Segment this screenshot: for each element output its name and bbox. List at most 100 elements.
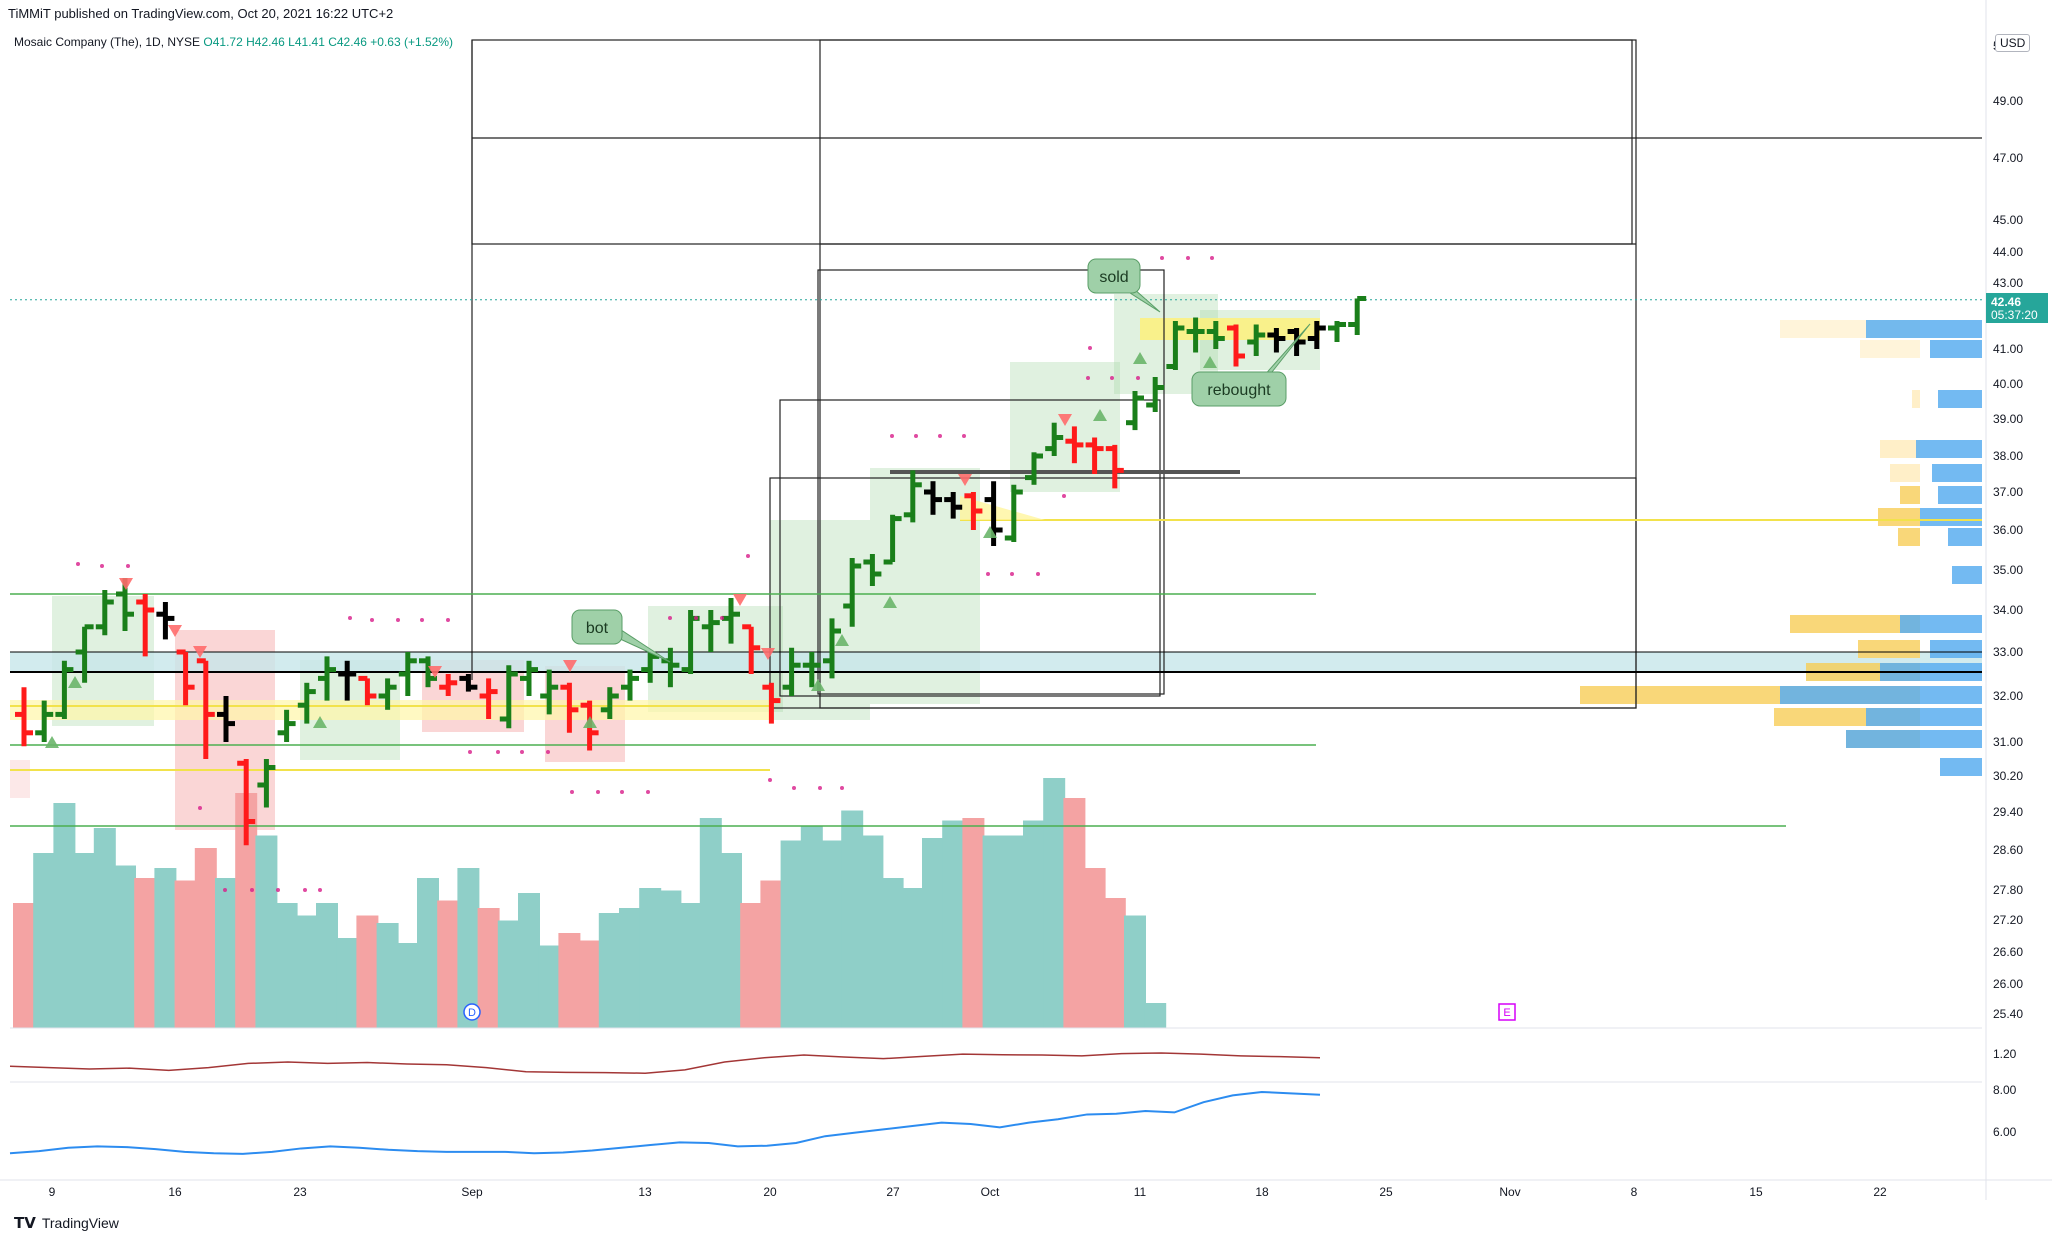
signal-dot: [250, 888, 254, 892]
signal-dot: [318, 888, 322, 892]
profile-bar-buy: [1780, 686, 1982, 704]
buy-triangle: [1203, 356, 1217, 368]
signal-dot: [520, 750, 524, 754]
volume-bar: [73, 853, 96, 1028]
sell-triangle: [168, 625, 182, 637]
volume-bar: [578, 940, 601, 1028]
signal-dot: [668, 616, 672, 620]
profile-bar-buy: [1952, 566, 1982, 584]
earnings-marker-icon: [1498, 1003, 1516, 1021]
buy-triangle: [811, 679, 825, 691]
signal-dot: [303, 888, 307, 892]
price-tick-label: 45.00: [1993, 213, 2023, 227]
signal-dot: [818, 786, 822, 790]
profile-bar-buy: [1930, 640, 1982, 658]
buy-triangle: [883, 596, 897, 608]
currency-button[interactable]: USD: [1995, 34, 2031, 52]
volume-bar: [901, 888, 924, 1028]
time-tick-label: 22: [1873, 1185, 1887, 1199]
signal-dot: [620, 790, 624, 794]
time-tick-label: Oct: [981, 1185, 1000, 1199]
callout-label: bot: [586, 620, 609, 637]
signal-dot: [596, 790, 600, 794]
signal-dot: [100, 564, 104, 568]
volume-bar: [417, 878, 439, 1028]
volume-bar: [114, 865, 136, 1028]
volume-bar: [821, 840, 843, 1028]
time-tick-label: 15: [1749, 1185, 1763, 1199]
drawn-rectangle: [779, 399, 1161, 697]
volume-bar: [295, 915, 318, 1028]
indicator2-tick-label: 8.00: [1993, 1083, 2017, 1097]
price-tick-label: 36.00: [1993, 523, 2023, 537]
price-tick-label: 35.00: [1993, 563, 2023, 577]
profile-bar-buy: [1916, 440, 1982, 458]
signal-dot: [1136, 376, 1140, 380]
volume-bar: [376, 923, 399, 1028]
symbol-legend: Mosaic Company (The), 1D, NYSE O41.72 H4…: [14, 35, 453, 49]
volume-bar: [174, 880, 197, 1028]
signal-dot: [1160, 256, 1164, 260]
time-tick-label: 8: [1631, 1185, 1638, 1199]
price-tick-label: 34.00: [1993, 603, 2023, 617]
volume-bar: [93, 828, 116, 1028]
time-tick-label: 18: [1255, 1185, 1269, 1199]
signal-dot: [370, 618, 374, 622]
signal-dot: [570, 790, 574, 794]
volume-bar: [356, 915, 379, 1028]
time-axis: 9 16 23 Sep 13 20 27 Oct 11 18 25 Nov 8 15 22: [0, 1179, 2052, 1199]
footer-brand: TradingView: [41, 1215, 119, 1231]
profile-bar-sell: [1878, 508, 1920, 526]
price-tick-label: 26.00: [1993, 977, 2023, 991]
price-tick-label: 44.00: [1993, 245, 2023, 259]
price-tick-label: 25.40: [1993, 1007, 2023, 1021]
volume-bar: [215, 878, 237, 1028]
time-tick-label: Nov: [1499, 1185, 1520, 1199]
signal-dot: [1062, 494, 1066, 498]
volume-bar: [1023, 820, 1045, 1028]
zone-rect: [10, 760, 30, 798]
signal-dot: [986, 572, 990, 576]
callouts: sold bot rebought D E: [463, 258, 1516, 1021]
profile-bar-buy: [1940, 758, 1982, 776]
signal-dot: [914, 434, 918, 438]
volume-bar: [33, 853, 56, 1028]
signal-dot: [768, 778, 772, 782]
volume-bar: [437, 900, 460, 1028]
drawn-rectangle: [817, 269, 1165, 695]
buy-triangle: [68, 676, 82, 688]
buy-triangle: [1093, 409, 1107, 421]
volume-bar: [316, 903, 338, 1028]
price-tick-label: 28.60: [1993, 843, 2023, 857]
buy-triangle: [983, 526, 997, 538]
profile-bar-sell: [1790, 615, 1920, 633]
profile-bar-buy: [1900, 615, 1982, 633]
signal-dot: [720, 616, 724, 620]
profile-bar-sell: [1880, 440, 1920, 458]
signal-dot: [890, 434, 894, 438]
time-tick-label: 9: [49, 1185, 56, 1199]
drawn-rectangle: [471, 39, 1633, 245]
signal-dot: [76, 562, 80, 566]
price-tick-label: 26.60: [1993, 945, 2023, 959]
sell-triangle: [761, 648, 775, 660]
volume-bar: [780, 840, 803, 1028]
price-tick-label: 47.00: [1993, 151, 2023, 165]
volume-bar: [477, 908, 500, 1028]
earnings-marker-label: E: [1503, 1007, 1510, 1019]
sell-triangle: [428, 666, 442, 678]
callout-label: sold: [1099, 269, 1128, 286]
volume-bar: [53, 803, 76, 1028]
volume-bar: [598, 913, 621, 1028]
time-tick-label: 20: [763, 1185, 777, 1199]
countdown-label: 05:37:20: [1991, 308, 2038, 322]
footer: 𝗧𝗩 TradingView: [14, 1214, 119, 1232]
signal-dot: [792, 786, 796, 790]
callout-box: [1087, 258, 1141, 294]
dividend-marker-icon: [463, 1003, 481, 1021]
volume-bar: [13, 903, 35, 1028]
signal-dot: [126, 564, 130, 568]
symbol-name: Mosaic Company (The), 1D, NYSE: [14, 35, 201, 49]
signal-dot: [223, 888, 227, 892]
price-tick-label: 33.00: [1993, 645, 2023, 659]
